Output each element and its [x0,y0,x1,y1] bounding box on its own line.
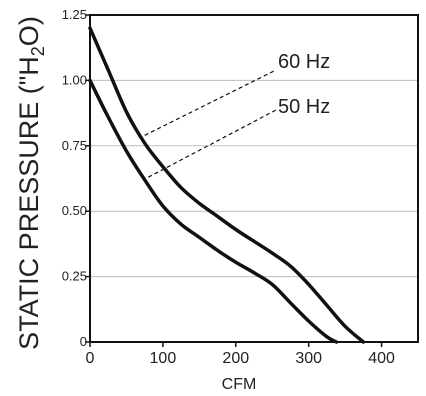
series-label-50hz: 50 Hz [278,96,330,118]
annotation-leader-line [144,69,277,136]
y-axis-label: STATIC PRESSURE ("H2O) [14,16,48,350]
series-label-60hz: 60 Hz [278,51,330,73]
series-line-50hz [88,78,339,344]
x-tick-label: 300 [295,350,322,367]
grid-layer [90,79,418,278]
y-axis-label-subscript: 2 [28,46,48,56]
x-tick-label: 100 [150,350,177,367]
y-tick-label: 1.00 [62,72,87,87]
y-tick-label: 0.25 [62,269,87,284]
x-tick-label: 200 [222,350,249,367]
y-tick-label: 0.75 [62,138,87,153]
plot-frame [89,14,419,343]
y-tick-label: 1.25 [62,7,87,22]
y-axis-label-end: O) [14,16,44,46]
series-layer [88,26,366,344]
y-tick-label: 0.50 [62,203,87,218]
annotation-layer: 60 Hz 50 Hz [144,51,330,178]
x-tick-label: 400 [368,350,395,367]
series-line-60hz [88,26,366,344]
x-axis-label: CFM [222,376,257,393]
tick-layer: 0 0.25 0.50 0.75 1.00 1.25 0 100 200 300 400 [62,7,395,367]
x-tick-label: 0 [86,350,95,367]
annotation-leader-line [148,109,277,178]
y-tick-label: 0 [80,334,87,349]
